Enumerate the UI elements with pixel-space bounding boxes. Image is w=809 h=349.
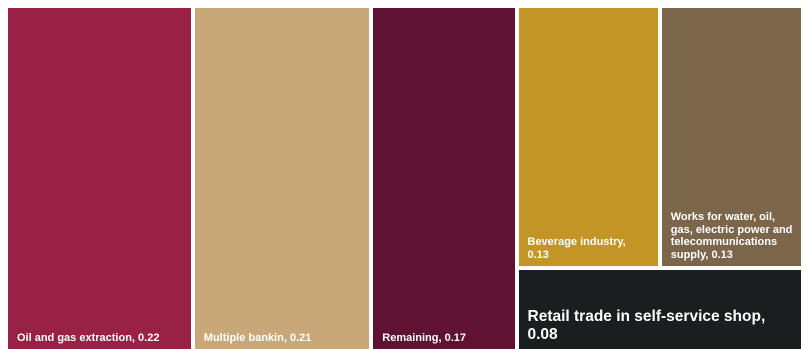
treemap-tile-label: Works for water, oil, gas, electric powe… [670, 211, 793, 262]
treemap-tile-retail-trade-in-self-service-shop: Retail trade in self-service shop, 0.08 [518, 269, 801, 349]
treemap-tile-label: Multiple bankin, 0.21 [203, 332, 312, 345]
treemap-tile-remaining: Remaining, 0.17 [373, 8, 515, 349]
treemap-tile-beverage-industry: Beverage industry, 0.13 [518, 8, 658, 266]
treemap-tile-oil-and-gas-extraction: Oil and gas extraction, 0.22 [8, 8, 191, 349]
treemap-tile-multiple-bankin: Multiple bankin, 0.21 [194, 8, 370, 349]
treemap-tile-label: Oil and gas extraction, 0.22 [17, 332, 160, 345]
treemap-tile-label: Beverage industry, 0.13 [527, 236, 626, 262]
treemap-tile-label: Retail trade in self-service shop, 0.08 [527, 307, 766, 344]
treemap-tile-works-for-water-oil-gas-electric-power-a: Works for water, oil, gas, electric powe… [661, 8, 801, 266]
treemap-tile-label: Remaining, 0.17 [382, 332, 467, 345]
